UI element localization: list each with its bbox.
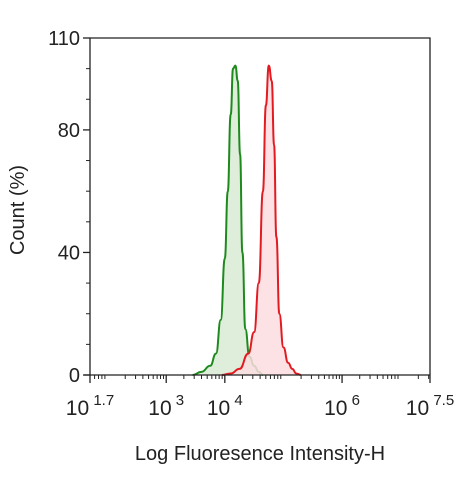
y-tick-label: 80 xyxy=(58,120,80,142)
y-tick-label: 40 xyxy=(58,242,80,264)
x-tick-label: 10 3 xyxy=(148,392,184,420)
x-tick-label: 10 1.7 xyxy=(66,392,114,420)
plot-frame xyxy=(89,37,431,375)
x-tick-label: 10 6 xyxy=(324,392,360,420)
x-tick-label: 10 7.5 xyxy=(406,392,454,420)
x-tick-label: 10 4 xyxy=(207,392,243,420)
series-1-line xyxy=(221,64,302,376)
axes: 0 40 80 110 10 1.7 10 3 10 4 10 6 10 7.5 xyxy=(48,28,454,420)
y-axis-label: Count (%) xyxy=(7,165,29,255)
x-axis-label: Log Fluoresence Intensity-H xyxy=(135,443,385,465)
series-0-area xyxy=(192,65,263,375)
y-tick-label: 110 xyxy=(48,28,80,50)
plot-area xyxy=(192,64,302,376)
y-tick-label: 0 xyxy=(69,365,80,387)
